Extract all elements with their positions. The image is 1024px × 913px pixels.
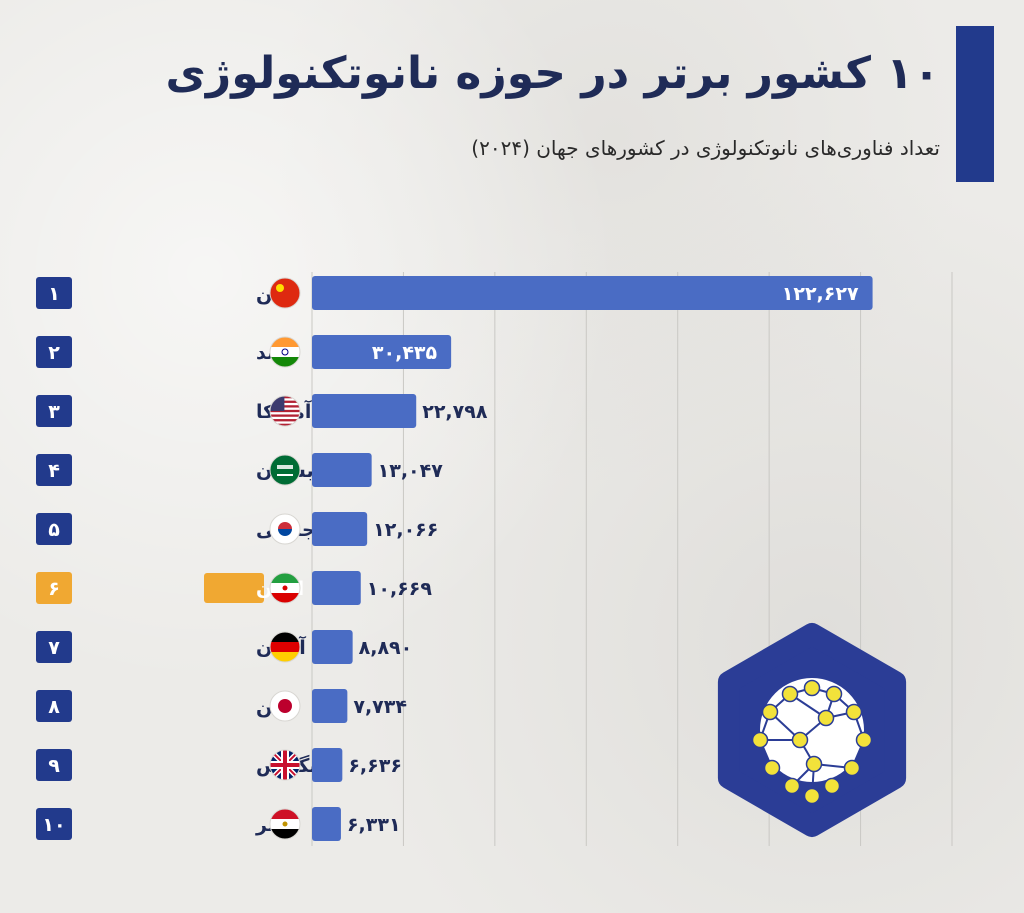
bar [312, 453, 372, 487]
bar-row: ۶ایران۱۰,۶۶۹ [36, 571, 432, 605]
molecule-node [763, 759, 781, 777]
value-label: ۱۰,۶۶۹ [367, 578, 433, 600]
molecule-node [781, 685, 799, 703]
molecule-node [783, 777, 801, 795]
highlight-label-bg [204, 573, 264, 603]
germany-flag-icon [270, 632, 300, 662]
rank-label: ۳ [48, 401, 60, 423]
rank-label: ۱ [48, 283, 60, 305]
flag-outline [269, 631, 301, 663]
china-flag-icon [270, 278, 300, 308]
rank-label: ۵ [48, 519, 60, 541]
rank-label: ۱۰ [42, 814, 65, 836]
flag-outline [269, 749, 301, 781]
bar [312, 807, 341, 841]
value-label: ۸,۸۹۰ [359, 637, 413, 659]
rank-badge [36, 808, 72, 840]
bar [312, 276, 873, 310]
flag-outline [269, 808, 301, 840]
bar-row: ۴عربستان۱۳,۰۴۷ [36, 453, 443, 487]
value-label: ۷,۷۳۴ [353, 696, 407, 718]
value-label: ۶,۶۳۶ [348, 755, 402, 777]
molecule-node [803, 679, 821, 697]
molecule-node [825, 685, 843, 703]
bar [312, 748, 343, 782]
egypt-flag-icon [270, 809, 300, 839]
bar-row: ۱چین۱۲۲,۶۲۷ [36, 276, 873, 310]
rank-badge [36, 277, 72, 309]
bar [312, 335, 452, 369]
rank-label: ۲ [48, 342, 60, 364]
rank-badge [36, 336, 72, 368]
molecule-node [845, 703, 863, 721]
usa-flag-icon [270, 396, 300, 426]
bar-row: ۱۰مصر۶,۳۳۱ [36, 807, 401, 841]
flag-outline [269, 690, 301, 722]
bar-row: ۷آلمان۸,۸۹۰ [36, 630, 412, 664]
uk-flag-icon [270, 750, 300, 780]
value-label: ۱۳,۰۴۷ [378, 460, 444, 482]
rank-label: ۴ [48, 460, 60, 482]
page-subtitle: تعداد فناوری‌های نانوتکنولوژی در کشورهای… [471, 136, 940, 160]
bar-row: ۲هند۳۰,۴۳۵ [36, 335, 452, 369]
value-label: ۶,۳۳۱ [347, 814, 401, 836]
molecule-node [843, 759, 861, 777]
molecule-node [823, 777, 841, 795]
rank-badge [36, 749, 72, 781]
rank-label: ۹ [48, 755, 60, 777]
rank-label: ۸ [48, 696, 60, 718]
molecule-node [791, 731, 809, 749]
value-label: ۱۲,۰۶۶ [373, 519, 438, 541]
molecule-node [803, 787, 821, 805]
flag-outline [269, 336, 301, 368]
value-label: ۱۲۲,۶۲۷ [782, 283, 859, 305]
molecule-node [855, 731, 873, 749]
flag-outline [269, 513, 301, 545]
rank-badge [36, 454, 72, 486]
bar-row: ۸ژاپن۷,۷۳۴ [36, 689, 407, 723]
bar [312, 512, 368, 546]
bar [312, 394, 417, 428]
rank-badge [36, 572, 72, 604]
bar [312, 571, 361, 605]
flag-outline [269, 395, 301, 427]
molecule-node [751, 731, 769, 749]
rank-badge [36, 690, 72, 722]
bar [312, 689, 348, 723]
value-label: ۳۰,۴۳۵ [372, 342, 438, 364]
rank-label: ۷ [48, 637, 60, 659]
value-label: ۲۲,۷۹۸ [422, 401, 488, 423]
bar-row: ۹انگلیس۶,۶۳۶ [36, 748, 402, 782]
bar-row: ۳آمریکا۲۲,۷۹۸ [36, 394, 488, 428]
nanotech-molecule-icon [717, 623, 907, 837]
chart-rows: ۱چین۱۲۲,۶۲۷ ۲هند۳۰,۴۳۵ ۳آمریکا۲۲,۷۹۸ ۴عربست… [36, 276, 873, 841]
molecule-node [805, 755, 823, 773]
india-flag-icon [270, 337, 300, 367]
iran-flag-icon [270, 573, 300, 603]
molecule-node [761, 703, 779, 721]
rank-badge [36, 631, 72, 663]
title-accent-bar [956, 26, 994, 182]
flag-outline [269, 454, 301, 486]
rank-label: ۶ [48, 578, 60, 600]
bar-row: ۵ کره جنوبی ۱۲,۰۶۶ [36, 512, 438, 546]
south-korea-flag-icon [270, 514, 300, 544]
rank-badge [36, 513, 72, 545]
molecule-node [817, 709, 835, 727]
flag-outline [269, 277, 301, 309]
japan-flag-icon [270, 691, 300, 721]
saudi-arabia-flag-icon [270, 455, 300, 485]
rank-badge [36, 395, 72, 427]
flag-outline [269, 572, 301, 604]
page-title: ۱۰ کشور برتر در حوزه نانوتکنولوژی [165, 48, 940, 99]
bar [312, 630, 353, 664]
